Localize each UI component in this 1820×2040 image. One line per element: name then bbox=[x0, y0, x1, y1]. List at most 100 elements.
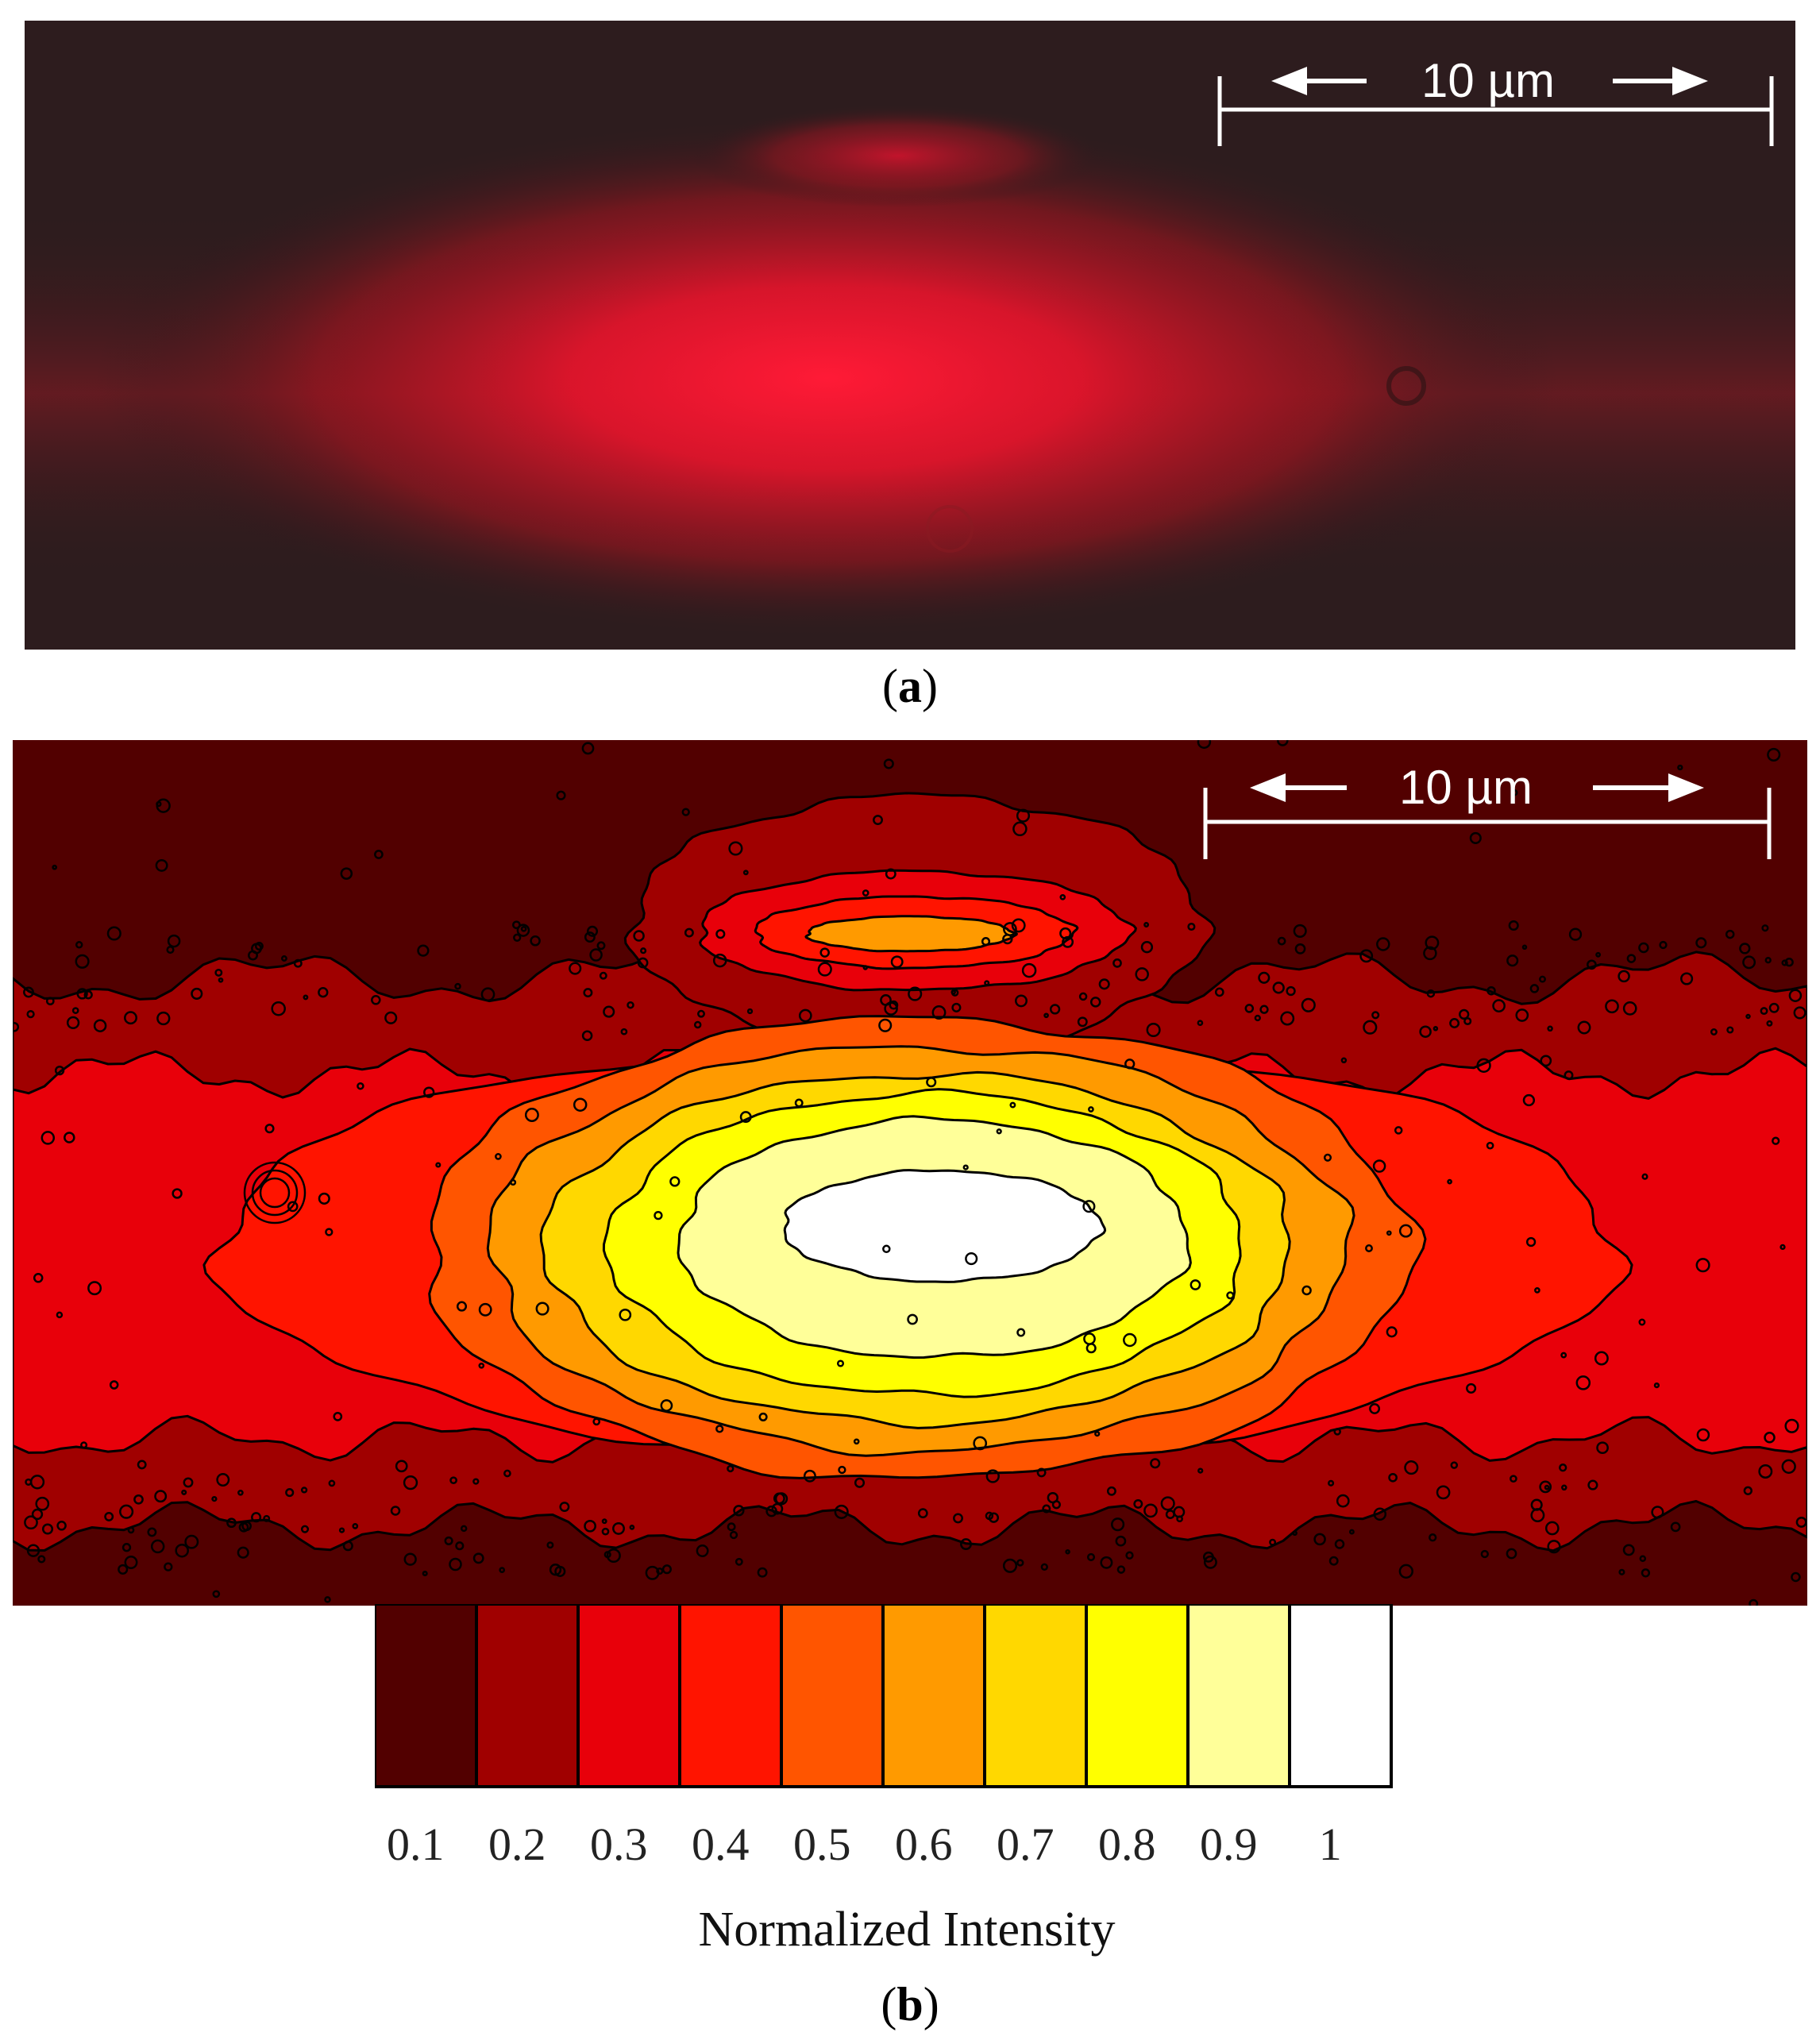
contour-speckle bbox=[836, 1359, 845, 1367]
contour-speckle bbox=[1077, 1016, 1088, 1028]
contour-speckle bbox=[1639, 1555, 1647, 1562]
contour-speckle bbox=[66, 1016, 80, 1030]
contour-speckle bbox=[1772, 1136, 1780, 1145]
contour-speckle bbox=[56, 1311, 64, 1319]
panel-b-contour-map: 10 µm bbox=[13, 740, 1807, 1606]
contour-speckle bbox=[728, 841, 743, 856]
contour-speckle bbox=[1398, 1564, 1413, 1579]
contour-speckle bbox=[23, 986, 34, 998]
contour-speckle bbox=[1348, 1529, 1355, 1535]
contour-speckle bbox=[374, 850, 384, 859]
contour-speckle bbox=[133, 1494, 144, 1505]
contour-speckle bbox=[601, 1527, 610, 1536]
contour-speckle bbox=[1764, 1432, 1776, 1444]
contour-speckle bbox=[303, 994, 309, 1001]
contour-speckle bbox=[1761, 924, 1769, 932]
contour-speckle bbox=[216, 1473, 230, 1487]
colorbar: 0.1 0.2 0.3 0.4 0.5 0.6 0.7 0.8 0.9 1 Normalized … bbox=[375, 1604, 1393, 1957]
contour-speckle bbox=[1447, 1178, 1452, 1185]
contour-speckle bbox=[1781, 1459, 1796, 1474]
contour-speckle bbox=[765, 1505, 777, 1517]
contour-dust-ring bbox=[243, 1161, 307, 1224]
contour-speckle bbox=[606, 1548, 621, 1564]
contour-speckle bbox=[175, 1543, 189, 1558]
contour-speckle bbox=[1506, 954, 1519, 967]
contour-speckle bbox=[1781, 959, 1788, 966]
contour-speckle bbox=[29, 1475, 45, 1490]
contour-speckle bbox=[172, 1188, 183, 1199]
contour-speckle bbox=[155, 858, 168, 872]
contour-speckle bbox=[697, 1009, 705, 1018]
contour-speckle bbox=[880, 994, 892, 1006]
panel-a-image: 10 µm bbox=[25, 21, 1795, 650]
contour-speckle bbox=[589, 948, 603, 962]
contour-speckle bbox=[328, 1479, 336, 1487]
contour-speckle bbox=[1047, 1491, 1058, 1504]
contour-speckle bbox=[1094, 1430, 1101, 1437]
contour-speckle bbox=[45, 997, 55, 1006]
contour-speckle bbox=[1254, 1014, 1261, 1022]
panel-a-secondary-spot bbox=[692, 104, 1105, 207]
colorbar-cell-0.1 bbox=[375, 1604, 478, 1788]
contour-speckle bbox=[907, 1313, 918, 1325]
contour-speckle bbox=[889, 1000, 899, 1010]
contour-speckle bbox=[1372, 1159, 1386, 1173]
contour-speckle bbox=[1292, 1530, 1298, 1537]
colorbar-tick-label: 0.7 bbox=[997, 1818, 1055, 1870]
contour-speckle bbox=[1486, 1141, 1494, 1150]
contour-speckle bbox=[637, 957, 649, 969]
contour-speckle bbox=[1539, 975, 1546, 983]
contour-speckle bbox=[573, 1097, 588, 1112]
contour-speckle bbox=[1641, 1173, 1648, 1180]
contour-speckle bbox=[1197, 1467, 1204, 1474]
contour-speckle bbox=[1160, 1496, 1175, 1511]
contour-speckle bbox=[1082, 1200, 1096, 1213]
contour-speckle bbox=[121, 1543, 132, 1552]
contour-speckle bbox=[746, 1008, 754, 1015]
contour-speckle bbox=[530, 935, 541, 947]
contour-speckle bbox=[1116, 1565, 1126, 1574]
contour-speckle bbox=[950, 989, 959, 997]
contour-speckle bbox=[1059, 927, 1072, 939]
contour-speckle bbox=[1618, 970, 1630, 983]
panel-a-dust-ring-2 bbox=[926, 505, 974, 553]
contour-speckle bbox=[908, 986, 923, 1001]
contour-speckle bbox=[318, 987, 329, 998]
contour-speckle bbox=[556, 790, 566, 800]
colorbar-cell-0.7 bbox=[983, 1604, 1088, 1788]
contour-speckle bbox=[803, 1469, 816, 1483]
contour-speckle bbox=[1165, 1510, 1175, 1520]
contour-speckle bbox=[1459, 1008, 1470, 1020]
contour-speckle bbox=[1622, 1001, 1637, 1016]
panel-a-label: a bbox=[898, 660, 922, 712]
colorbar-cell-1 bbox=[1288, 1604, 1393, 1788]
colorbar-cell-0.2 bbox=[475, 1604, 580, 1788]
contour-speckle bbox=[1328, 1479, 1335, 1487]
contour-speckle bbox=[599, 971, 607, 980]
colorbar-cell-0.8 bbox=[1085, 1604, 1190, 1788]
contour-speckle bbox=[1373, 1507, 1387, 1521]
contour-speckle bbox=[93, 1019, 107, 1032]
contour-speckle bbox=[183, 1477, 194, 1488]
contour-speckle bbox=[40, 1131, 56, 1145]
contour-speckle bbox=[885, 868, 897, 880]
panel-b-caption: (b) bbox=[881, 1978, 939, 2030]
contour-speckle bbox=[727, 1464, 735, 1473]
contour-speckle bbox=[41, 1523, 54, 1535]
contour-speckle bbox=[1695, 937, 1707, 949]
contour-speckle bbox=[1398, 1224, 1413, 1238]
contour-speckle bbox=[1539, 1480, 1552, 1494]
contour-speckle bbox=[1269, 1538, 1277, 1546]
contour-speckle bbox=[83, 990, 93, 1000]
colorbar-tick-label: 0.8 bbox=[1098, 1818, 1156, 1870]
contour-speckle bbox=[338, 1527, 345, 1533]
contour-speckle bbox=[546, 1541, 554, 1549]
contour-speckle bbox=[862, 889, 870, 897]
contour-speckle bbox=[137, 1460, 147, 1470]
contour-speckle bbox=[478, 1302, 492, 1317]
contour-speckle bbox=[1340, 1057, 1348, 1064]
contour-speckle bbox=[520, 925, 527, 932]
contour-speckle bbox=[798, 1008, 812, 1023]
contour-speckle bbox=[569, 962, 582, 975]
contour-speckle bbox=[1388, 1472, 1398, 1483]
